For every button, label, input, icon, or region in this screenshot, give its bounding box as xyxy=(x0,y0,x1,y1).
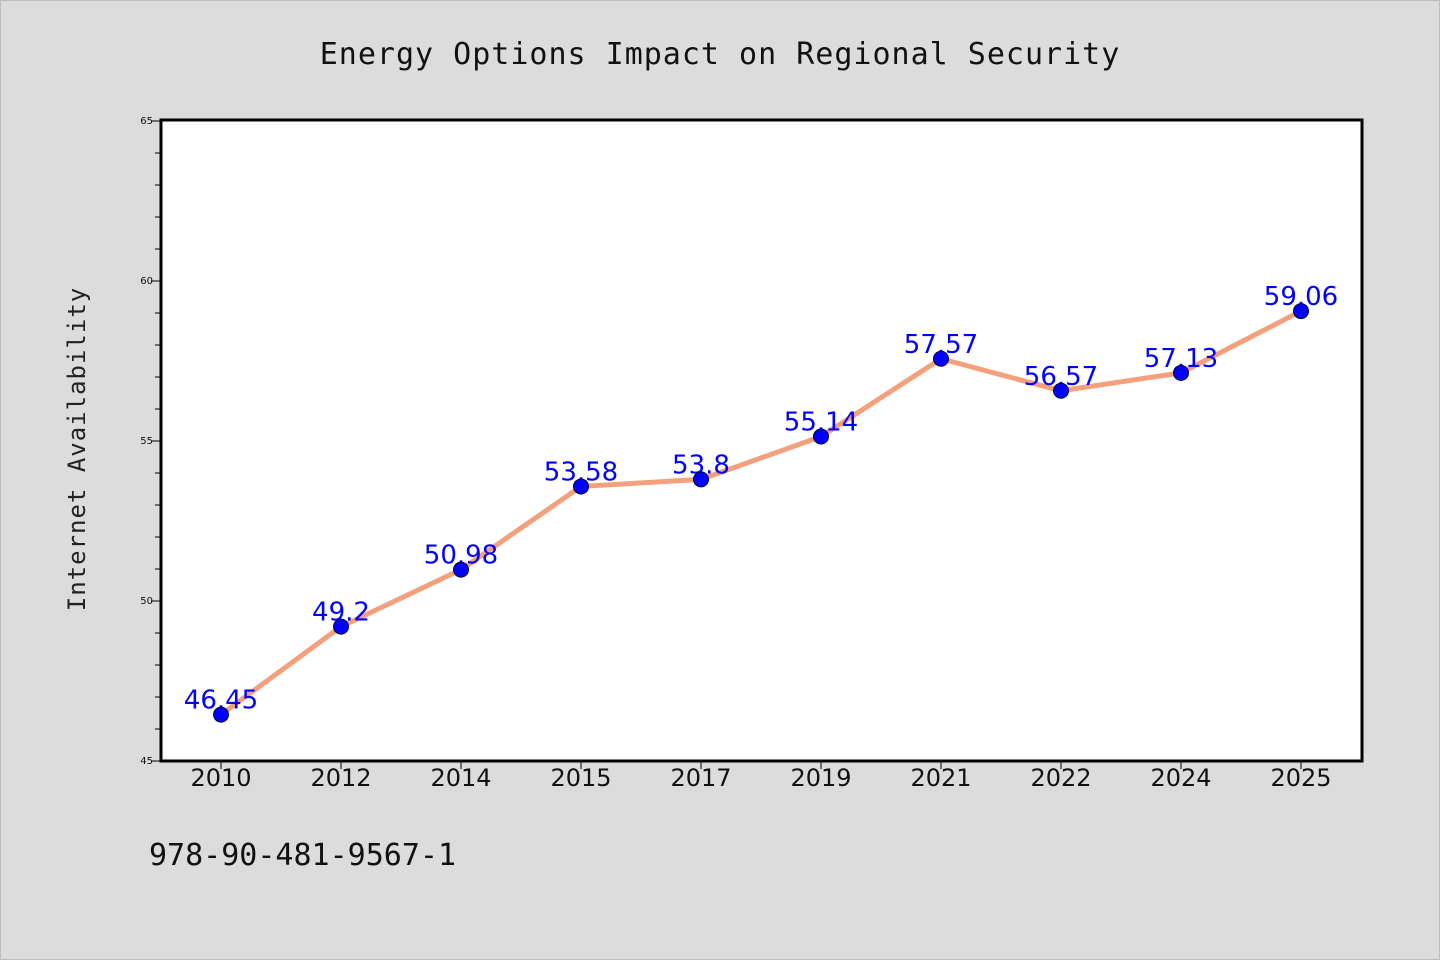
x-tick-label: 2015 xyxy=(550,764,611,792)
data-point xyxy=(573,478,589,495)
data-point xyxy=(1053,382,1069,399)
data-point xyxy=(693,471,709,488)
x-tick-label: 2010 xyxy=(190,764,251,792)
x-tick-label: 2022 xyxy=(1030,764,1091,792)
data-point xyxy=(333,618,349,635)
data-points xyxy=(213,303,1309,723)
y-axis-label: Internet Availability xyxy=(63,287,91,611)
x-tick-label: 2012 xyxy=(310,764,371,792)
data-point xyxy=(453,561,469,578)
x-axis-ticks: 2010 2012 2014 2015 2017 2019 2021 2022 2024 2025 xyxy=(190,761,1332,792)
x-tick-label: 2024 xyxy=(1150,764,1211,792)
x-tick-label: 2019 xyxy=(790,764,851,792)
x-tick-label: 2021 xyxy=(910,764,971,792)
x-tick-label: 2025 xyxy=(1270,764,1331,792)
y-tick-label: 50 xyxy=(140,596,153,607)
series-line xyxy=(219,308,1303,717)
y-tick-label: 45 xyxy=(140,756,153,767)
x-tick-label: 2017 xyxy=(670,764,731,792)
data-point xyxy=(1293,303,1309,320)
y-tick-label: 55 xyxy=(140,436,153,447)
chart-title: Energy Options Impact on Regional Securi… xyxy=(320,37,1121,72)
isbn-footer: 978-90-481-9567-1 xyxy=(149,838,456,873)
data-point xyxy=(933,350,949,367)
data-point xyxy=(813,428,829,445)
data-point xyxy=(213,706,229,723)
x-tick-label: 2014 xyxy=(430,764,491,792)
y-tick-label: 60 xyxy=(140,276,153,287)
y-axis-ticks: 45 50 55 60 65 xyxy=(140,116,161,767)
y-tick-label: 65 xyxy=(140,116,153,127)
plot-area xyxy=(159,118,1364,763)
data-point xyxy=(1173,364,1189,381)
